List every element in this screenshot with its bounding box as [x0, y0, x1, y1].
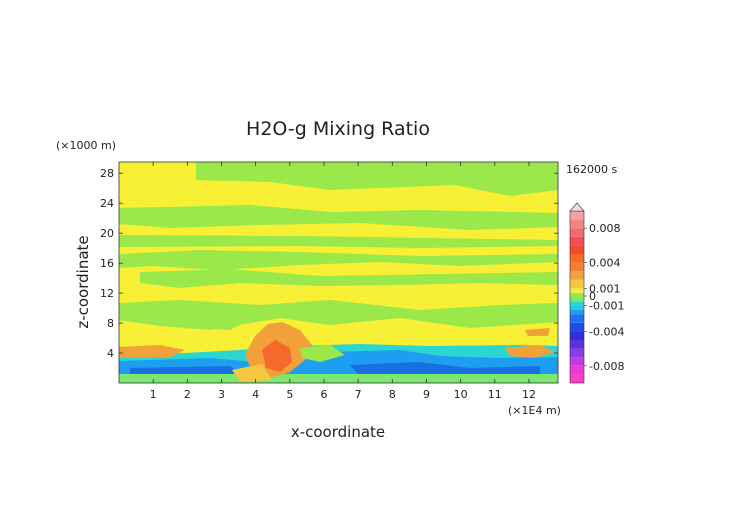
green-plume-edge [300, 345, 345, 362]
y-tick-label: 16 [100, 257, 114, 270]
colorbar-segment [570, 309, 584, 315]
surface-green-strip [119, 374, 558, 383]
y-tick-label: 20 [100, 227, 114, 240]
x-unit-label: (×1E4 m) [508, 404, 561, 417]
x-tick-label: 5 [286, 388, 293, 401]
orange-patch-east [505, 345, 555, 358]
time-label: 162000 s [566, 163, 617, 176]
colorbar-segment [570, 357, 584, 366]
colorbar-segment [570, 254, 584, 263]
colorbar-extend-arrow [569, 202, 585, 212]
colorbar-segment [570, 348, 584, 358]
colorbar-label: 0.001 [589, 282, 621, 295]
colorbar-segment [570, 314, 584, 323]
orange-small-east [525, 328, 550, 336]
heatmap-field [119, 162, 558, 383]
colorbar-segment [570, 297, 584, 302]
y-axis-title: z-coordinate [74, 235, 92, 328]
plot-frame [118, 161, 559, 384]
x-tick-label: 3 [218, 388, 225, 401]
colorbar-segment [570, 236, 584, 246]
x-tick-label: 11 [488, 388, 502, 401]
x-tick-label: 1 [150, 388, 157, 401]
x-tick-label: 7 [355, 388, 362, 401]
green-patch [190, 312, 250, 330]
colorbar-segment [570, 292, 584, 297]
colorbar-segment [570, 271, 584, 280]
colorbar-segment [570, 262, 584, 272]
y-tick-label: 12 [100, 287, 114, 300]
y-tick-label: 4 [107, 347, 114, 360]
x-tick-label: 4 [252, 388, 259, 401]
x-tick-label: 2 [184, 388, 191, 401]
green-band-15 [140, 269, 558, 288]
colorbar-label: 0.004 [589, 257, 621, 270]
colorbar-segment [570, 219, 584, 229]
dark-blue-patch-east [350, 362, 540, 376]
dark-blue-patch-west [130, 366, 240, 375]
colorbar-label: -0.008 [589, 360, 624, 373]
chart-title: H2O-g Mixing Ratio [246, 118, 430, 140]
green-band-24 [119, 205, 558, 230]
y-unit-label: (×1000 m) [56, 139, 116, 152]
red-core [262, 340, 292, 372]
colorbar-segment [570, 331, 584, 340]
colorbar-segment [570, 279, 584, 289]
x-tick-label: 10 [454, 388, 468, 401]
orange-layer-west [119, 345, 185, 358]
colorbar-segment [570, 374, 584, 383]
x-tick-label: 9 [423, 388, 430, 401]
colorbar-label: -0.001 [589, 300, 624, 313]
x-tick-label: 8 [389, 388, 396, 401]
colorbar-segment [570, 211, 584, 220]
y-tick-label: 28 [100, 167, 114, 180]
green-band-18 [119, 250, 558, 270]
green-band-top [196, 162, 558, 196]
colorbar-label: -0.004 [589, 325, 624, 338]
y-ticks: 4 8 12 16 20 24 28 [100, 167, 558, 360]
colorbar-segment [570, 322, 584, 332]
colorbar-segment [570, 245, 584, 254]
x-tick-label: 6 [320, 388, 327, 401]
colorbar-label: 0.008 [589, 222, 621, 235]
colorbar-segment [570, 301, 584, 306]
plume-base [232, 364, 272, 382]
green-band-21 [119, 235, 558, 248]
colorbar-segment [570, 340, 584, 349]
y-tick-label: 24 [100, 197, 114, 210]
colorbar-label: 0 [589, 290, 596, 303]
y-tick-label: 8 [107, 317, 114, 330]
x-axis-title: x-coordinate [291, 423, 385, 441]
colorbar-segment [570, 365, 584, 375]
colorbar-segment [570, 288, 584, 293]
x-tick-label: 12 [522, 388, 536, 401]
colorbar-segment [570, 305, 584, 310]
x-ticks: 1 2 3 4 5 6 7 8 9 10 11 12 [150, 162, 536, 401]
colorbar-segment [570, 228, 584, 237]
